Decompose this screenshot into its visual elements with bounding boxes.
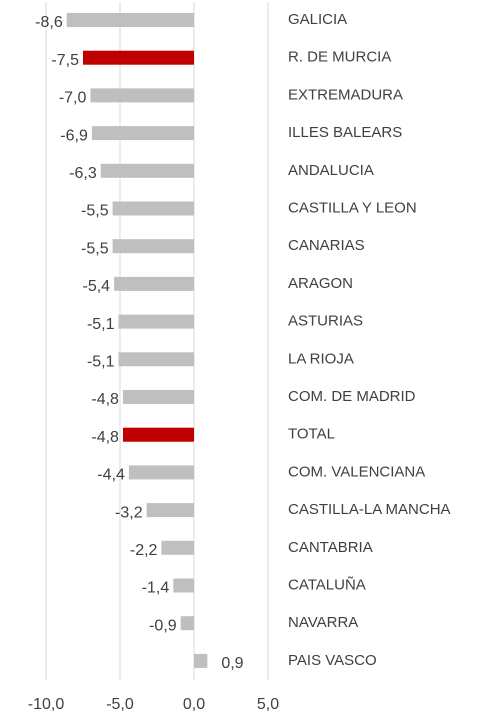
bar	[100, 163, 194, 178]
category-label: CANTABRIA	[288, 539, 373, 556]
bar	[90, 88, 194, 103]
category-label: LA RIOJA	[288, 350, 354, 367]
category-label: COM. DE MADRID	[288, 388, 416, 405]
bar	[112, 239, 194, 254]
value-label: -5,4	[83, 278, 111, 295]
category-label: R. DE MURCIA	[288, 49, 391, 66]
category-label: ILLES BALEARS	[288, 124, 402, 141]
value-label: -1,4	[142, 580, 170, 597]
value-label: -6,3	[69, 165, 97, 182]
value-label: -5,1	[87, 316, 115, 333]
value-label: -5,5	[81, 240, 109, 257]
category-label: ASTURIAS	[288, 313, 363, 330]
category-label: CANARIAS	[288, 237, 365, 254]
value-label: -7,5	[51, 52, 79, 69]
value-label: -5,1	[87, 354, 115, 371]
x-tick-label: 5,0	[257, 696, 279, 713]
category-label: CASTILLA-LA MANCHA	[288, 501, 451, 518]
bar	[114, 276, 194, 291]
bar	[128, 465, 194, 480]
category-label: CATALUÑA	[288, 576, 366, 593]
value-label: -4,8	[91, 391, 119, 408]
category-label: PAIS VASCO	[288, 652, 377, 669]
bar	[112, 201, 194, 216]
bar	[122, 390, 194, 404]
value-label: -6,9	[60, 127, 88, 144]
value-label: -0,9	[149, 617, 177, 634]
bar	[118, 352, 194, 367]
category-label: EXTREMADURA	[288, 86, 403, 103]
bar	[194, 653, 208, 668]
category-label: NAVARRA	[288, 614, 358, 631]
bar	[83, 50, 194, 65]
bar	[173, 578, 194, 593]
bar	[146, 503, 194, 518]
x-tick-label: -10,0	[28, 696, 65, 713]
bar	[161, 540, 194, 555]
category-label: ANDALUCIA	[288, 162, 374, 179]
category-label: GALICIA	[288, 11, 347, 28]
bar	[91, 126, 194, 141]
value-label: -5,5	[81, 203, 109, 220]
value-label: -2,2	[130, 542, 158, 559]
category-label: TOTAL	[288, 426, 335, 443]
category-label: CASTILLA Y LEON	[288, 199, 417, 216]
bar	[66, 13, 194, 27]
category-label: COM. VALENCIANA	[288, 463, 425, 480]
value-label: -4,4	[97, 467, 125, 484]
bar	[122, 427, 194, 442]
value-label: -3,2	[115, 504, 143, 521]
value-label: -7,0	[59, 90, 87, 107]
value-label: 0,9	[221, 655, 243, 672]
x-tick-label: -5,0	[106, 696, 134, 713]
value-label: -8,6	[35, 14, 63, 31]
bar	[180, 616, 194, 631]
x-tick-label: 0,0	[183, 696, 205, 713]
bar	[118, 314, 194, 329]
value-label: -4,8	[91, 429, 119, 446]
category-label: ARAGON	[288, 275, 353, 292]
